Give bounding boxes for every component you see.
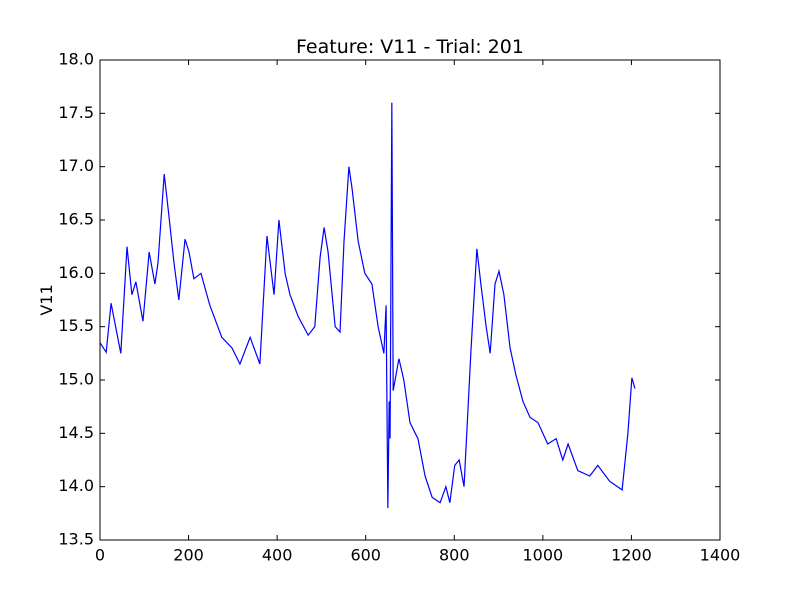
y-axis-label: V11 <box>37 284 56 315</box>
x-tick-label: 1000 <box>522 546 563 565</box>
y-tick-label: 16.5 <box>58 210 94 229</box>
x-tick-label: 0 <box>95 546 105 565</box>
x-tick-label: 400 <box>262 546 293 565</box>
plot-frame <box>99 59 721 541</box>
y-tick-label: 17.5 <box>58 103 94 122</box>
x-tick-label: 1400 <box>700 546 741 565</box>
y-tick-label: 17.0 <box>58 156 94 175</box>
x-tick-label: 1200 <box>611 546 652 565</box>
y-tick-label: 15.0 <box>58 370 94 389</box>
chart-title: Feature: V11 - Trial: 201 <box>296 36 524 58</box>
x-tick-label: 200 <box>173 546 204 565</box>
data-line <box>99 102 636 509</box>
y-tick-label: 14.0 <box>58 476 94 495</box>
x-tick-label: 600 <box>350 546 381 565</box>
y-tick-label: 15.5 <box>58 316 94 335</box>
y-tick-label: 16.0 <box>58 263 94 282</box>
y-tick-label: 18.0 <box>58 50 94 69</box>
y-tick-label: 14.5 <box>58 423 94 442</box>
y-tick-label: 13.5 <box>58 530 94 549</box>
x-tick-label: 800 <box>439 546 470 565</box>
